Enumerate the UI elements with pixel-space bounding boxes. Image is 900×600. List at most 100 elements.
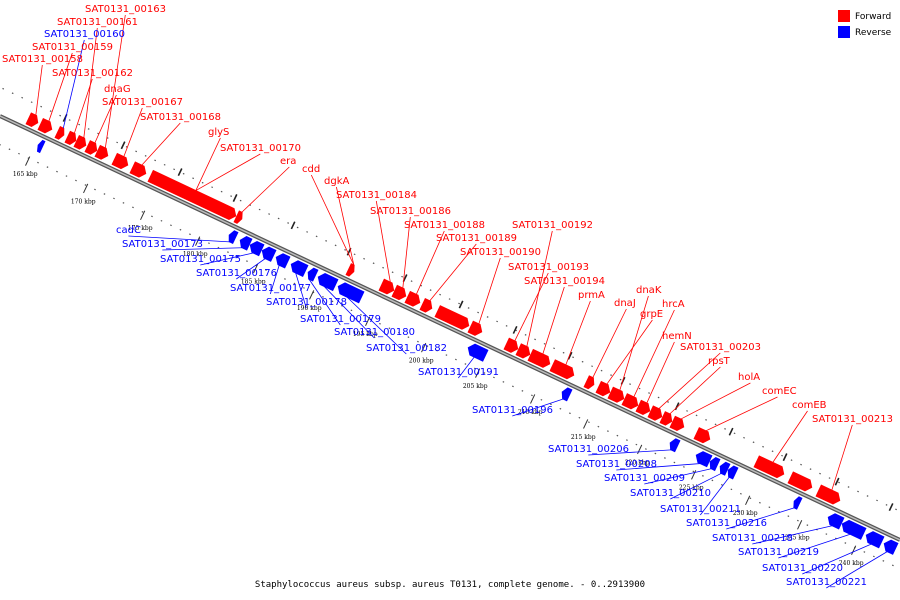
gene-label-cadc[interactable]: cadC bbox=[116, 225, 141, 236]
label-leader-sat0131-00180 bbox=[323, 286, 375, 339]
gene-label-hrca[interactable]: hrcA bbox=[662, 299, 685, 310]
forward-gene-31 bbox=[753, 455, 785, 479]
gene-label-cdd[interactable]: cdd bbox=[302, 164, 320, 175]
gene-label-sat0131-00208[interactable]: SAT0131_00208 bbox=[576, 459, 657, 470]
gene-label-sat0131-00206[interactable]: SAT0131_00206 bbox=[548, 444, 629, 455]
gene-label-sat0131-00177[interactable]: SAT0131_00177 bbox=[230, 283, 311, 294]
gene-label-sat0131-00160[interactable]: SAT0131_00160 bbox=[44, 29, 125, 40]
ruler-tick bbox=[475, 368, 481, 378]
gene-label-sat0131-00178[interactable]: SAT0131_00178 bbox=[266, 297, 347, 308]
forward-gene-21-shape bbox=[549, 359, 575, 380]
ruler-tick bbox=[290, 221, 296, 230]
label-leader-sat0131-00208 bbox=[616, 463, 701, 471]
gene-label-sat0131-00190[interactable]: SAT0131_00190 bbox=[460, 247, 541, 258]
gene-label-sat0131-00216[interactable]: SAT0131_00216 bbox=[686, 518, 767, 529]
gene-label-sat0131-00220[interactable]: SAT0131_00220 bbox=[762, 563, 843, 574]
gene-label-sat0131-00211[interactable]: SAT0131_00211 bbox=[660, 504, 741, 515]
gene-label-sat0131-00221[interactable]: SAT0131_00221 bbox=[786, 577, 867, 588]
reverse-gene-5-shape bbox=[275, 253, 291, 269]
gene-label-sat0131-00189[interactable]: SAT0131_00189 bbox=[436, 233, 517, 244]
gene-label-grpe[interactable]: grpE bbox=[640, 309, 663, 320]
gene-label-glys[interactable]: glyS bbox=[208, 127, 229, 138]
gene-label-rpst[interactable]: rpsT bbox=[708, 356, 731, 367]
reverse-gene-21 bbox=[883, 539, 899, 555]
legend-label-reverse: Reverse bbox=[855, 28, 892, 38]
gene-label-sat0131-00173[interactable]: SAT0131_00173 bbox=[122, 239, 203, 250]
gene-label-prma[interactable]: prmA bbox=[578, 290, 605, 301]
gene-label-sat0131-00194[interactable]: SAT0131_00194 bbox=[524, 276, 605, 287]
ruler-tick bbox=[232, 194, 238, 202]
forward-gene-33 bbox=[815, 484, 841, 505]
reverse-gene-17-shape bbox=[793, 496, 803, 510]
gene-label-sat0131-00163[interactable]: SAT0131_00163 bbox=[85, 4, 166, 15]
gene-label-sat0131-00182[interactable]: SAT0131_00182 bbox=[366, 343, 447, 354]
forward-gene-25 bbox=[621, 393, 639, 410]
reverse-gene-0-shape bbox=[36, 139, 46, 154]
gene-label-sat0131-00203[interactable]: SAT0131_00203 bbox=[680, 342, 761, 353]
forward-gene-28-shape bbox=[659, 411, 673, 426]
gene-label-sat0131-00213[interactable]: SAT0131_00213 bbox=[812, 414, 893, 425]
gene-label-sat0131-00219[interactable]: SAT0131_00219 bbox=[738, 547, 819, 558]
gene-label-sat0131-00170[interactable]: SAT0131_00170 bbox=[220, 143, 301, 154]
reverse-gene-3-shape bbox=[249, 240, 265, 257]
gene-label-dnag[interactable]: dnaG bbox=[104, 84, 131, 95]
ruler-tick bbox=[851, 545, 857, 555]
forward-gene-11 bbox=[345, 263, 355, 277]
ruler-tick bbox=[583, 419, 589, 429]
gene-label-sat0131-00184[interactable]: SAT0131_00184 bbox=[336, 190, 417, 201]
label-leader-sat0131-00186 bbox=[402, 216, 411, 289]
forward-gene-10-shape bbox=[233, 210, 243, 224]
gene-label-sat0131-00196[interactable]: SAT0131_00196 bbox=[472, 405, 553, 416]
gene-label-comec[interactable]: comEC bbox=[762, 386, 797, 397]
ruler-tick bbox=[834, 477, 840, 486]
reverse-gene-15-shape bbox=[719, 461, 731, 476]
gene-label-sat0131-00161[interactable]: SAT0131_00161 bbox=[57, 17, 138, 28]
gene-label-sat0131-00209[interactable]: SAT0131_00209 bbox=[604, 473, 685, 484]
gene-label-sat0131-00188[interactable]: SAT0131_00188 bbox=[404, 220, 485, 231]
label-leader-sat0131-00209 bbox=[644, 468, 712, 485]
gene-label-sat0131-00210[interactable]: SAT0131_00210 bbox=[630, 488, 711, 499]
reverse-ruler bbox=[0, 144, 900, 570]
gene-label-sat0131-00175[interactable]: SAT0131_00175 bbox=[160, 254, 241, 265]
forward-gene-22-shape bbox=[583, 375, 595, 390]
gene-label-dnaj[interactable]: dnaJ bbox=[614, 298, 636, 309]
gene-label-sat0131-00167[interactable]: SAT0131_00167 bbox=[102, 97, 183, 108]
label-leader-glys bbox=[195, 137, 221, 191]
reverse-gene-16 bbox=[727, 465, 739, 480]
gene-label-sat0131-00168[interactable]: SAT0131_00168 bbox=[140, 112, 221, 123]
gene-label-sat0131-00159[interactable]: SAT0131_00159 bbox=[32, 42, 113, 53]
gene-label-dgka[interactable]: dgkA bbox=[324, 176, 349, 187]
gene-label-sat0131-00176[interactable]: SAT0131_00176 bbox=[196, 268, 277, 279]
ruler-tick bbox=[512, 325, 518, 334]
label-leader-sat0131-00176 bbox=[236, 258, 266, 280]
gene-label-sat0131-00180[interactable]: SAT0131_00180 bbox=[334, 327, 415, 338]
forward-gene-1-shape bbox=[37, 118, 53, 134]
forward-gene-8-shape bbox=[129, 161, 147, 178]
gene-label-sat0131-00179[interactable]: SAT0131_00179 bbox=[300, 314, 381, 325]
gene-label-sat0131-00193[interactable]: SAT0131_00193 bbox=[508, 262, 589, 273]
gene-label-dnak[interactable]: dnaK bbox=[636, 285, 662, 296]
label-leader-hemn bbox=[646, 341, 675, 404]
label-leader-sat0131-00221 bbox=[826, 551, 888, 589]
forward-gene-15-shape bbox=[419, 297, 433, 313]
label-leader-sat0131-00219 bbox=[778, 533, 851, 559]
backbone-layer bbox=[0, 114, 900, 542]
gene-label-sat0131-00192[interactable]: SAT0131_00192 bbox=[512, 220, 593, 231]
forward-gene-27 bbox=[647, 405, 663, 421]
ruler-tick bbox=[140, 210, 146, 220]
reverse-gene-2 bbox=[239, 236, 253, 251]
forward-gene-5 bbox=[84, 140, 98, 155]
tick-label-220-kbp: 220 kbp bbox=[625, 459, 650, 466]
reverse-gene-10-shape bbox=[467, 343, 489, 362]
gene-label-sat0131-00158[interactable]: SAT0131_00158 bbox=[2, 54, 83, 65]
gene-label-hola[interactable]: holA bbox=[738, 372, 760, 383]
gene-label-hemn[interactable]: hemN bbox=[662, 331, 692, 342]
gene-label-sat0131-00191[interactable]: SAT0131_00191 bbox=[418, 367, 499, 378]
forward-gene-13-shape bbox=[391, 284, 407, 301]
gene-label-sat0131-00186[interactable]: SAT0131_00186 bbox=[370, 206, 451, 217]
gene-label-comeb[interactable]: comEB bbox=[792, 400, 827, 411]
gene-label-sat0131-00162[interactable]: SAT0131_00162 bbox=[52, 68, 133, 79]
label-leader-sat0131-00168 bbox=[141, 122, 181, 166]
gene-label-era[interactable]: era bbox=[280, 156, 296, 167]
gene-label-sat0131-00218[interactable]: SAT0131_00218 bbox=[712, 533, 793, 544]
